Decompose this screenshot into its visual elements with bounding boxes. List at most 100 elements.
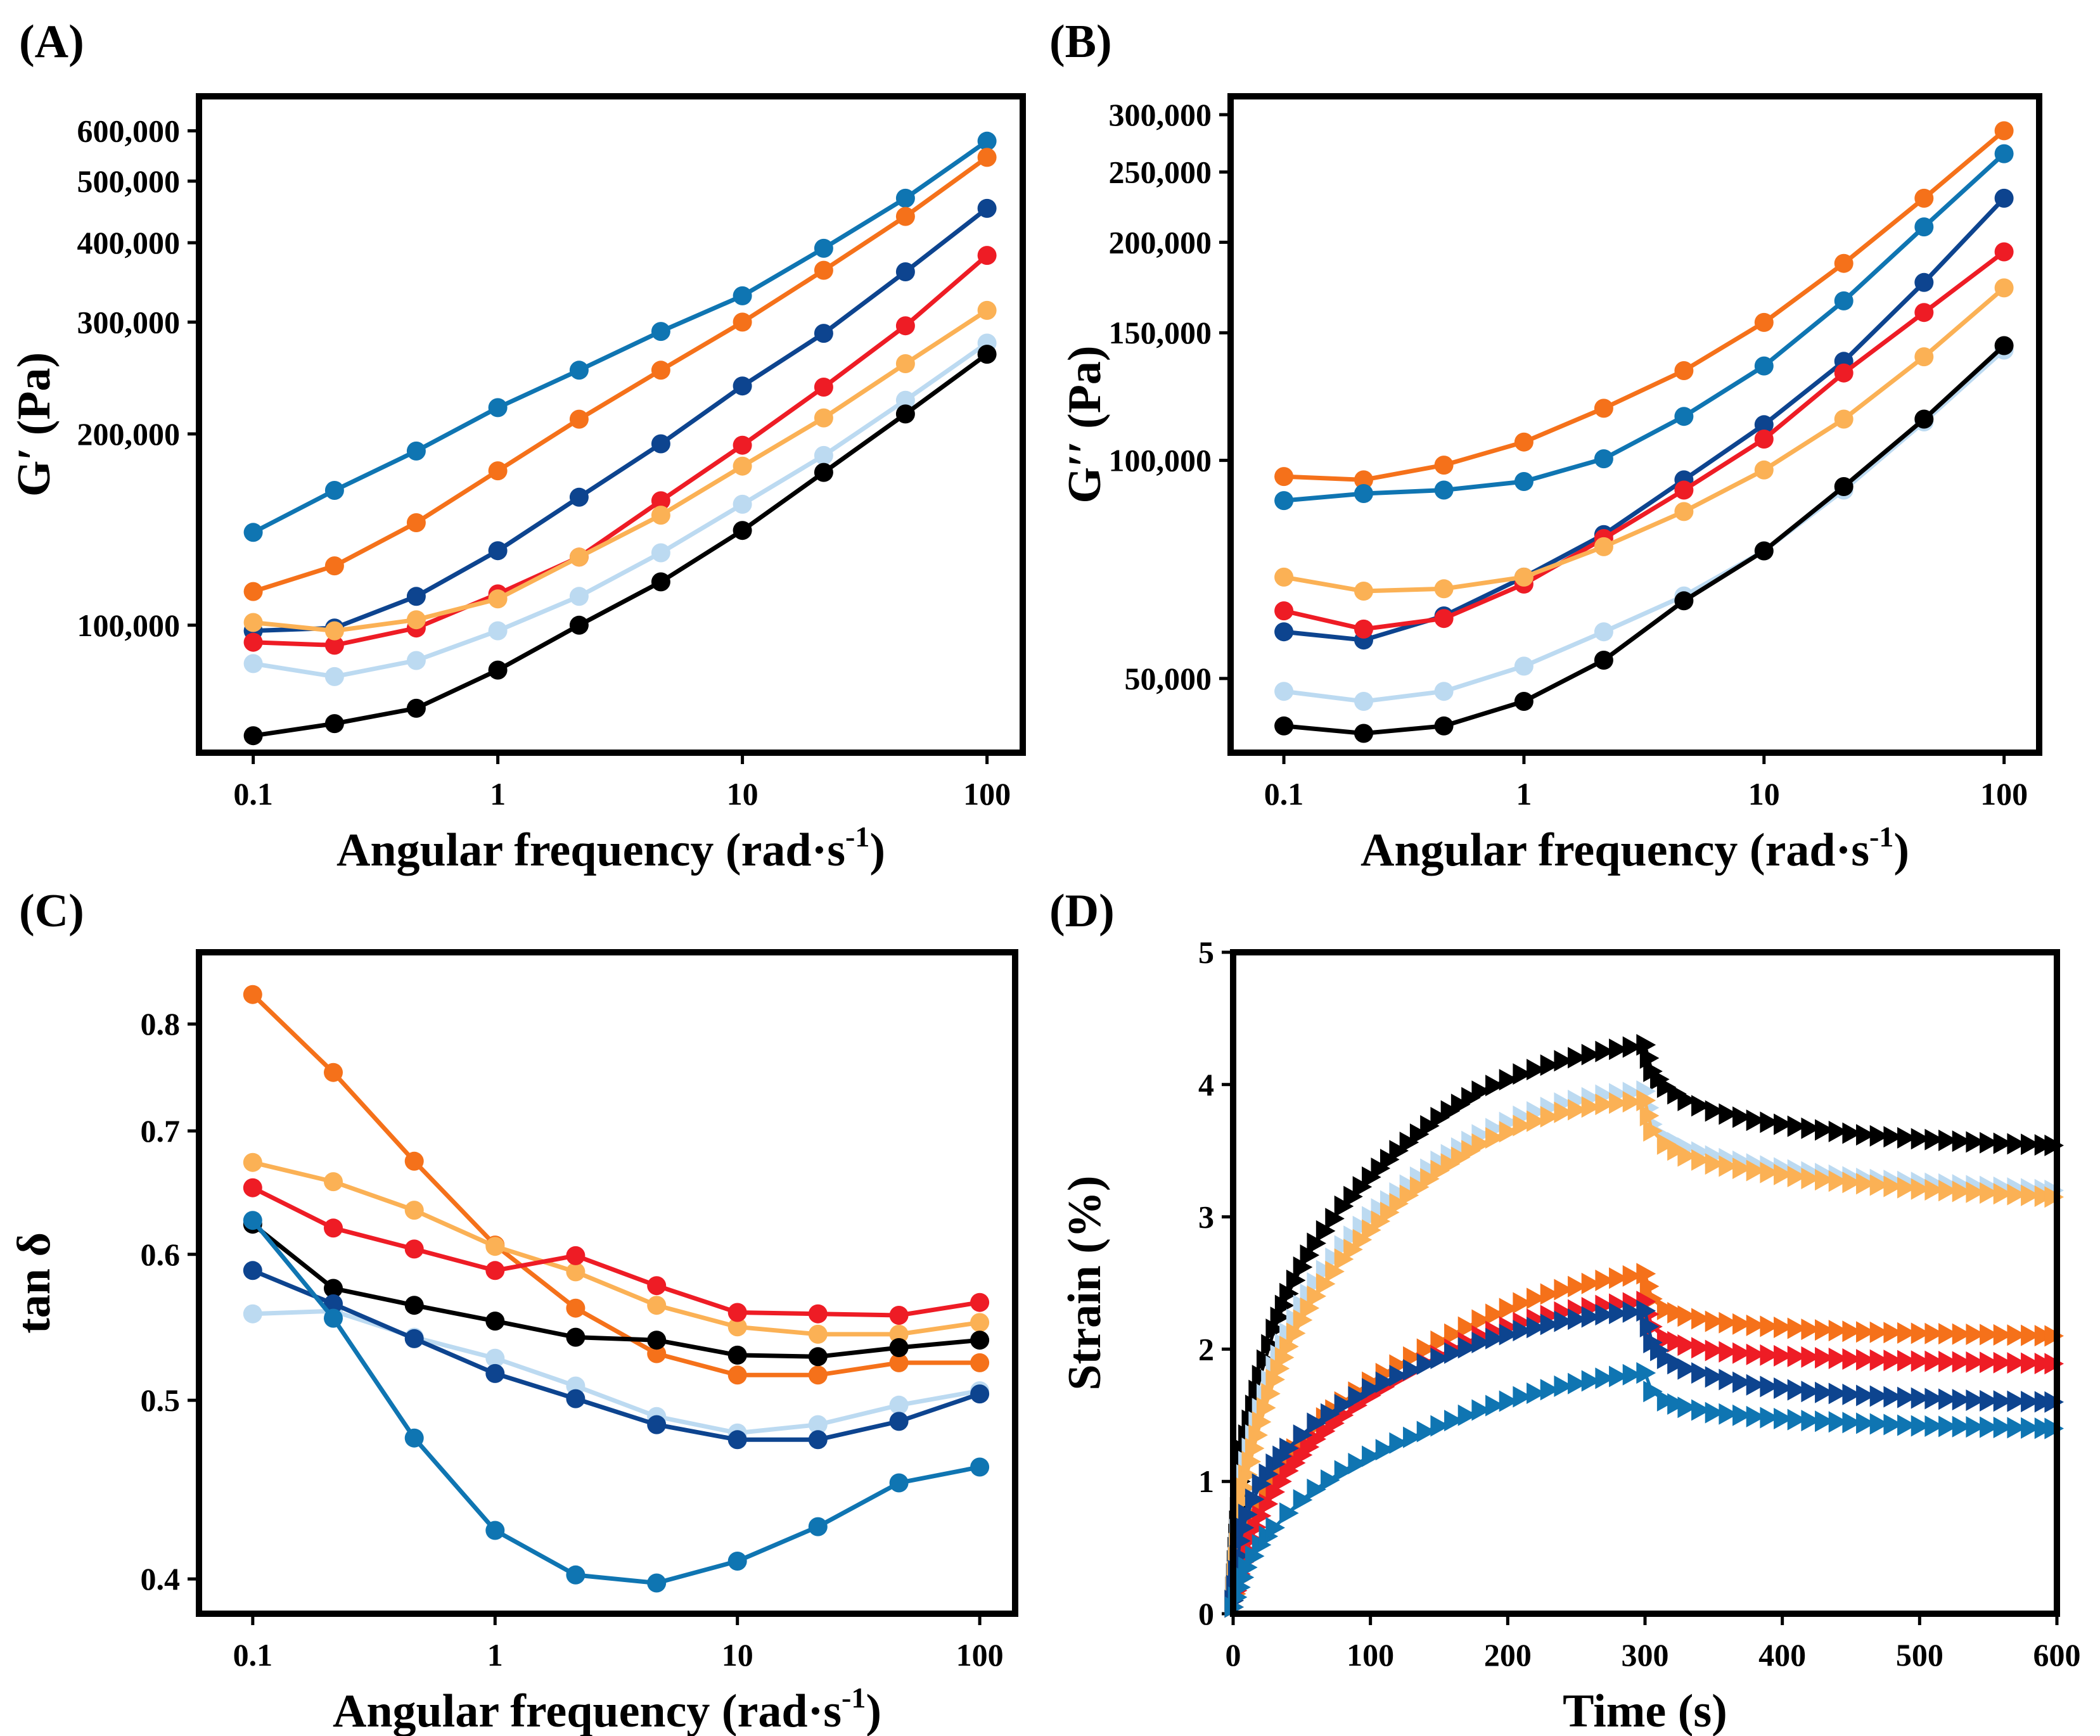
data-point <box>808 1430 828 1450</box>
data-point <box>1834 477 1854 496</box>
data-point <box>814 463 833 482</box>
data-point <box>1595 1094 1615 1116</box>
data-point <box>1286 1322 1306 1344</box>
x-tick-label: 500 <box>1896 1637 1943 1673</box>
data-point <box>1434 609 1454 629</box>
data-point <box>1622 1363 1642 1386</box>
data-point <box>569 547 589 567</box>
data-point <box>1746 1314 1766 1336</box>
data-point <box>977 300 997 320</box>
data-point <box>1924 1128 1944 1151</box>
data-point <box>1856 1349 1876 1371</box>
data-point <box>1430 1107 1450 1128</box>
data-point <box>324 667 344 686</box>
y-tick-label: 3 <box>1198 1199 1214 1235</box>
data-point <box>1265 1481 1285 1503</box>
data-point <box>243 1261 262 1280</box>
x-tick-label: 10 <box>722 1637 753 1673</box>
data-point <box>1274 491 1294 511</box>
data-point <box>1485 1075 1505 1097</box>
data-point <box>1334 1460 1354 1482</box>
data-point <box>733 456 752 476</box>
data-point <box>1952 1180 1972 1203</box>
panel-b: (B) 0.1 1 10 100 50,000 100,000 150,000 200,000 2… <box>1049 16 2042 876</box>
data-point <box>488 660 508 680</box>
x-tick-label: 1 <box>490 776 506 812</box>
x-axis-label: Angular frequency (rad·s-1) <box>333 1682 881 1736</box>
data-point <box>1667 1139 1687 1161</box>
data-point <box>1938 1415 1958 1438</box>
data-point <box>1622 1265 1642 1287</box>
data-point <box>1691 1362 1711 1384</box>
data-point <box>1856 1321 1876 1343</box>
data-point <box>970 1384 990 1404</box>
data-point <box>324 1279 343 1298</box>
data-point <box>1993 1324 2013 1346</box>
data-point <box>2021 1391 2040 1413</box>
data-point <box>1674 502 1694 521</box>
data-point <box>1440 1100 1461 1122</box>
data-point <box>404 1329 424 1348</box>
y-tick-label: 100,000 <box>1109 443 1212 478</box>
data-point <box>1609 1038 1629 1061</box>
data-point <box>1869 1174 1890 1196</box>
data-point <box>1656 1348 1677 1370</box>
x-tick-label: 0.1 <box>1264 776 1304 812</box>
data-point <box>1952 1351 1972 1373</box>
data-point <box>488 461 508 481</box>
x-axis-label: Angular frequency (rad·s-1) <box>336 820 885 876</box>
series-2 <box>1224 1089 2064 1612</box>
data-point <box>1787 1317 1807 1339</box>
data-point <box>1774 1316 1793 1338</box>
data-point <box>569 487 589 507</box>
data-point <box>1787 1379 1807 1401</box>
data-point <box>1274 601 1294 621</box>
data-point <box>1316 1220 1336 1242</box>
data-point <box>1513 1386 1532 1408</box>
data-point <box>977 246 997 265</box>
data-point <box>1513 1292 1532 1314</box>
data-point <box>243 1304 262 1324</box>
data-point <box>1883 1126 1903 1148</box>
data-point <box>1774 1408 1793 1430</box>
data-point <box>1994 278 2014 298</box>
data-point <box>1420 1115 1440 1137</box>
data-point <box>1883 1350 1903 1372</box>
data-point <box>1834 291 1854 310</box>
data-point <box>1924 1388 1944 1410</box>
data-point <box>2007 1184 2026 1206</box>
series-2 <box>1274 188 2014 650</box>
data-point <box>1801 1168 1821 1190</box>
data-point <box>1856 1173 1876 1195</box>
data-point <box>1754 460 1774 480</box>
data-point <box>1842 1383 1862 1405</box>
data-point <box>1732 1404 1752 1426</box>
data-point <box>1471 1399 1491 1421</box>
data-point <box>1774 1344 1793 1367</box>
series-line <box>1283 286 2006 594</box>
data-point <box>1416 1338 1437 1360</box>
data-point <box>488 541 508 561</box>
series-line <box>252 155 989 594</box>
data-point <box>647 1573 667 1593</box>
y-tick-label: 0.6 <box>141 1237 181 1272</box>
data-point <box>324 556 344 576</box>
data-point <box>1994 336 2014 355</box>
data-point <box>1952 1389 1972 1411</box>
data-point <box>1705 1401 1725 1424</box>
data-point <box>895 262 915 281</box>
data-point <box>727 1345 747 1365</box>
x-tick-label: 300 <box>1622 1637 1669 1673</box>
panel-label: (D) <box>1049 885 1115 937</box>
data-point <box>1609 1303 1629 1325</box>
data-point <box>1499 1390 1519 1412</box>
data-point <box>1279 1502 1299 1524</box>
x-tick-label: 600 <box>2033 1637 2081 1673</box>
data-point <box>1914 409 1934 429</box>
data-point <box>1622 1036 1642 1058</box>
data-point <box>1980 1324 1999 1346</box>
data-point <box>1980 1389 1999 1412</box>
data-point <box>1677 1334 1697 1356</box>
data-point <box>727 1303 747 1322</box>
